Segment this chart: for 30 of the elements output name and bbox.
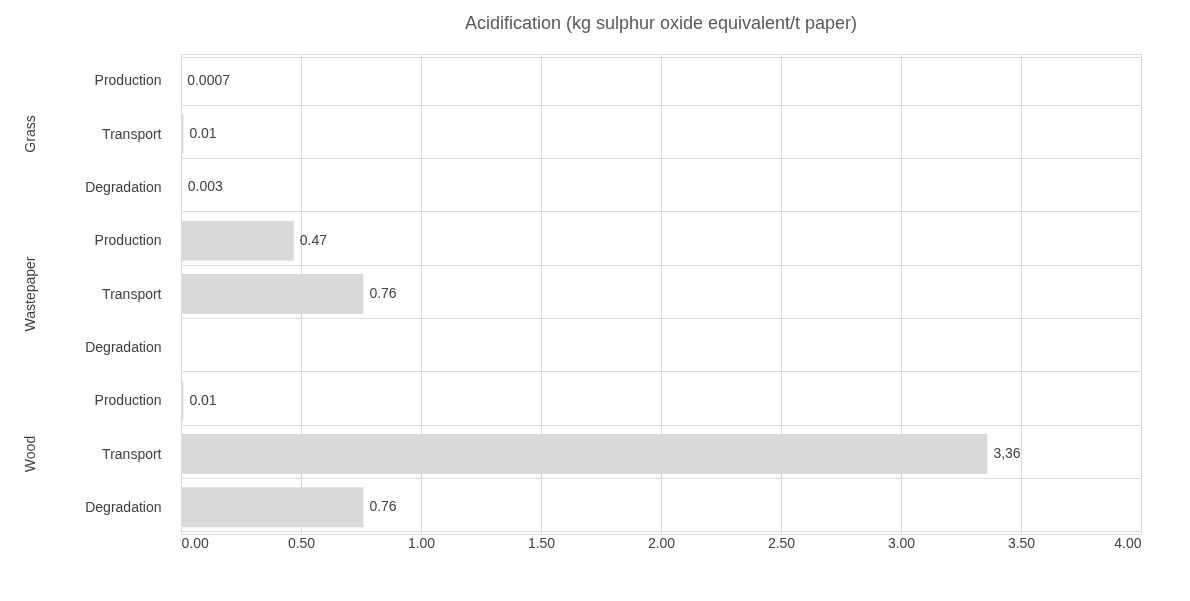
data-label: 0.01 bbox=[189, 391, 217, 408]
y-tick-label: Production bbox=[94, 392, 162, 409]
data-label: 0.47 bbox=[299, 231, 328, 248]
data-label: 0.76 bbox=[369, 285, 397, 301]
y-tick-label: Transport bbox=[102, 445, 162, 462]
text: Grass bbox=[22, 115, 38, 153]
x-tick-label: 3.50 bbox=[1007, 534, 1036, 551]
text: Wastepaper bbox=[22, 256, 38, 332]
y-tick-label: Production bbox=[94, 72, 162, 89]
x-tick-label: 2.00 bbox=[647, 534, 676, 551]
y-tick-label: Transport bbox=[102, 125, 162, 142]
x-tick-label: 0.00 bbox=[181, 534, 209, 551]
data-label: 0.01 bbox=[189, 125, 217, 141]
chart-title: Acidification (kg sulphur oxide equivalent/t paper) bbox=[464, 13, 858, 33]
x-tick-label: 4.00 bbox=[1114, 534, 1142, 551]
data-label: 0.003 bbox=[187, 178, 223, 195]
y-tick-label: Degradation bbox=[85, 338, 162, 355]
y-tick-label: Production bbox=[94, 232, 162, 249]
data-label: 3,36 bbox=[993, 445, 1021, 461]
x-tick-label: 2.50 bbox=[767, 534, 796, 551]
y-tick-label: Degradation bbox=[85, 178, 162, 195]
x-tick-label: 1.50 bbox=[527, 534, 556, 551]
data-label: 0.76 bbox=[369, 498, 397, 515]
y-tick-label: Degradation bbox=[85, 498, 162, 515]
x-tick-label: 0.50 bbox=[287, 534, 316, 551]
y-tick-label: Transport bbox=[102, 285, 162, 302]
x-tick-label: 1.00 bbox=[407, 534, 436, 551]
data-label: 0.0007 bbox=[187, 71, 231, 88]
x-tick-label: 3.00 bbox=[887, 534, 916, 551]
text: Wood bbox=[22, 435, 38, 473]
